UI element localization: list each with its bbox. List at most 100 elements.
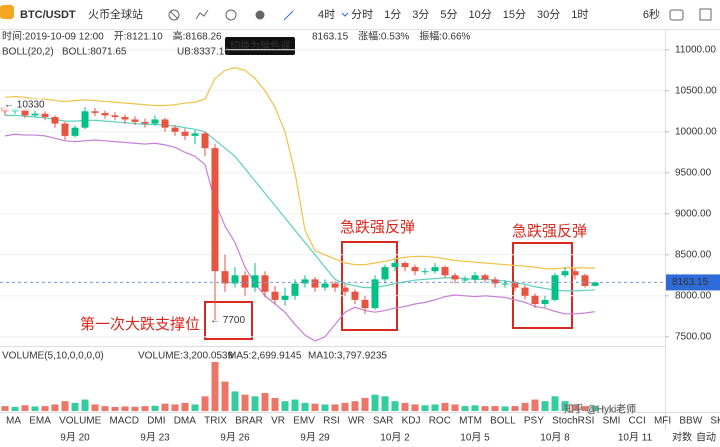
indicator-tab[interactable]: SAR [373,416,394,427]
volume-bar [591,405,599,411]
volume-bar [441,402,449,411]
volume-bar [471,405,479,411]
tool-icons[interactable] [168,8,712,21]
volume-bar [581,406,589,411]
x-tick-label: 9月 26 [220,432,250,444]
indicator-tab[interactable]: SMI [603,416,621,427]
candle-body [171,127,179,132]
annotation: 急跌强反弹 [340,219,415,236]
interval-tab[interactable]: 5分 [440,8,457,21]
indicator-tab[interactable]: MACD [110,416,139,427]
volume-bar [311,403,319,411]
x-tick-label: 9月 20 [60,432,90,444]
indicator-tab[interactable]: DMI [147,416,165,427]
volume-bar [501,406,509,411]
indicator-tab[interactable]: ROC [429,416,451,427]
indicator-tab[interactable]: VOLUME [59,416,102,427]
volume-value: VOLUME:3,200.0539 [138,351,233,362]
info-field: 振幅:0.66% [419,30,470,43]
candle-body [61,123,69,136]
indicator-value: BOLL:8071.65 [62,47,127,58]
volume-bar [101,406,109,411]
volume-bar [231,391,239,411]
volume-bar [511,406,519,411]
candle-body [181,131,189,136]
indicator-tab[interactable]: BBW [679,416,702,427]
annotation-box [341,241,398,331]
candle-body [471,275,479,280]
candle-body [151,119,159,124]
volume-bar [91,404,99,411]
indicator-tab[interactable]: SKDJ [710,416,720,427]
candle-body [261,275,269,292]
indicator-tab[interactable]: VR [271,416,285,427]
indicator-tab[interactable]: PSY [524,416,544,427]
y-tick-label: 8500.00 [675,249,712,260]
candle-body [591,282,599,286]
y-tick-label: 11000.00 [675,44,716,55]
symbol[interactable]: BTC/USDT [20,9,76,21]
interval-tab[interactable]: 15分 [503,8,526,21]
indicator-tab[interactable]: KDJ [402,416,421,427]
exchange: 火币全球站 [88,7,143,21]
candle-body [21,108,29,116]
info-field: 8163.15 [312,32,349,43]
high-marker-bg [2,98,42,111]
candle-body [571,271,579,276]
refresh-rate: 6秒 [643,7,660,21]
interval-tab[interactable]: 10分 [469,8,492,21]
interval-tab[interactable]: 4时 [318,8,335,21]
indicator-tab[interactable]: StochRSI [552,416,594,427]
watermark: 知乎 @Hyki老师 [564,403,636,416]
indicator-tab[interactable]: MTM [459,416,482,427]
candle-body [131,119,139,122]
indicator-tab[interactable]: MFI [654,416,671,427]
interval-tab[interactable]: 3分 [412,8,429,21]
indicator-tab[interactable]: MA [6,416,21,427]
coin-icon [0,5,14,19]
interval-tab[interactable]: 1分 [384,8,401,21]
corner-option[interactable]: 对数 [672,431,692,444]
indicator-tab[interactable]: BRAR [235,416,263,427]
volume-bar [171,404,179,411]
candle-body [371,279,379,309]
indicator-tab[interactable]: TRIX [204,416,227,427]
candle-body [101,112,109,116]
candle-body [461,279,469,281]
indicator-tab[interactable]: EMV [293,416,315,427]
annotation: 第一次大跌支撑位 [80,315,200,333]
candle-body [541,299,549,304]
boll-line [4,67,596,270]
candle-body [441,267,449,276]
info-field: 涨幅:0.53% [358,30,409,43]
volume-bar [1,406,9,411]
interval-tab[interactable]: 分时 [351,8,373,21]
x-tick-label: 9月 23 [140,432,170,444]
candle-body [451,275,459,280]
volume-bar [421,405,429,411]
candle-body [421,271,429,273]
volume-bar [541,401,549,411]
volume-bar [551,396,559,411]
volume-bar [321,404,329,411]
interval-tab[interactable]: 30分 [537,8,560,21]
candle-body [561,271,569,276]
indicator-tab[interactable]: EMA [29,416,51,427]
candle-body [111,115,119,118]
corner-option[interactable]: 自动 [696,431,716,444]
indicator-tab[interactable]: DMA [174,416,197,427]
indicator-tab[interactable]: BOLL [490,416,516,427]
y-tick-label: 9000.00 [675,208,712,219]
indicator-tab[interactable]: CCI [629,416,646,427]
indicator-tab[interactable]: RSI [323,416,340,427]
volume-bar [371,394,379,411]
indicator-label: BOLL(20,2) [2,47,54,58]
interval-tab[interactable]: 1时 [571,8,588,21]
indicator-tab[interactable]: WR [348,416,365,427]
candle-body [281,295,289,300]
info-field: 高:8168.26 [173,30,222,43]
volume-bar [291,399,299,411]
volume-bar [61,401,69,411]
